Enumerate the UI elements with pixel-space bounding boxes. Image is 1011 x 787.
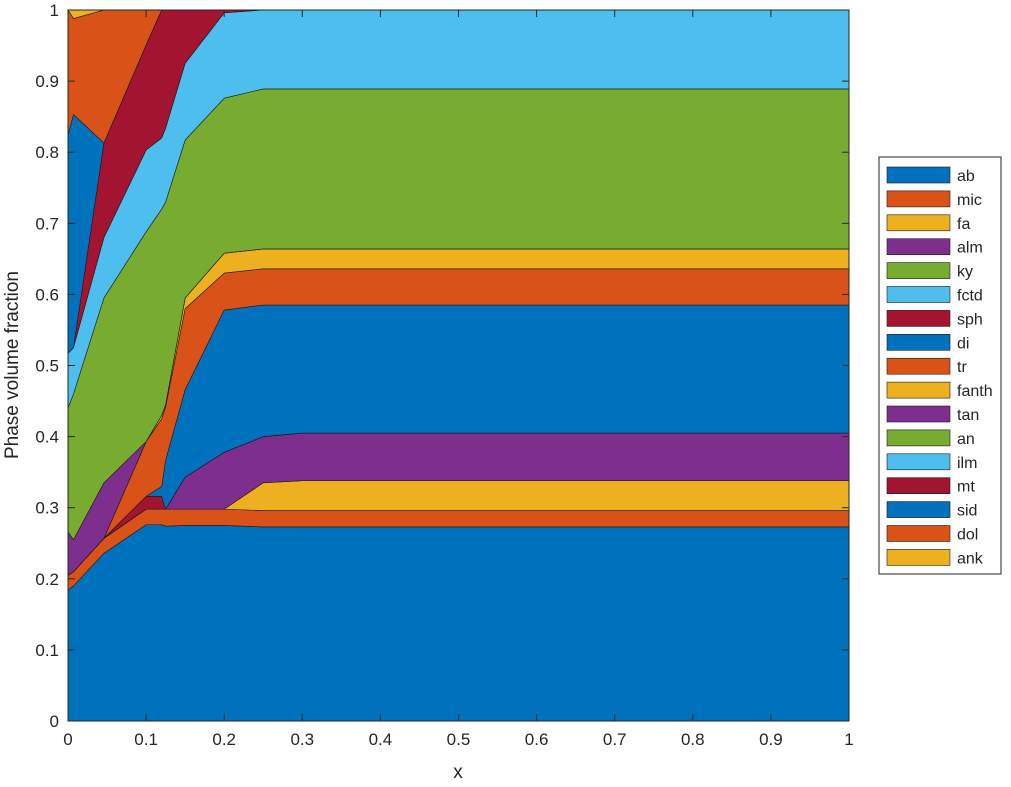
- legend-item-fa: fa: [886, 214, 970, 233]
- legend-item-tan: tan: [886, 405, 979, 424]
- legend-item-fctd: fctd: [886, 286, 983, 305]
- legend-item-ilm: ilm: [886, 453, 977, 472]
- y-axis-label: Phase volume fraction: [2, 271, 23, 459]
- legend-swatch: [886, 357, 951, 375]
- legend-swatch: [886, 333, 951, 351]
- legend-swatch: [886, 238, 951, 255]
- legend-label: ilm: [957, 455, 977, 472]
- x-axis: 0 0.1 0.2 0.3 0.4 0.5 0.6 0.7 0.8 0.9 1: [63, 10, 854, 749]
- legend-swatch: [886, 262, 951, 279]
- legend-swatch: [886, 286, 951, 303]
- legend-item-mt: mt: [886, 477, 975, 496]
- x-tick-label: 0: [63, 730, 72, 749]
- legend-label: mt: [957, 479, 975, 496]
- legend-swatch: [886, 405, 951, 423]
- y-tick-label: 0.5: [35, 357, 59, 376]
- legend-item-ank: ank: [886, 549, 984, 567]
- area-ab: [67, 524, 850, 722]
- legend-item-ab: ab: [886, 166, 975, 185]
- legend-label: ky: [957, 264, 973, 281]
- x-tick-label: 0.1: [134, 730, 158, 749]
- x-tick-label: 1: [844, 730, 853, 749]
- legend-label: di: [957, 335, 969, 352]
- legend-label: tan: [957, 407, 979, 424]
- x-tick-label: 0.6: [525, 730, 549, 749]
- legend: ab mic fa alm ky fctd sph di tr fanth tan an ilm mt si…: [878, 156, 1002, 575]
- legend-label: mic: [957, 192, 982, 209]
- x-tick-label: 0.9: [759, 730, 783, 749]
- legend-swatch: [886, 429, 951, 447]
- y-tick-label: 0.6: [35, 285, 59, 304]
- legend-item-alm: alm: [886, 238, 983, 257]
- legend-label: fa: [957, 216, 970, 233]
- legend-label: ab: [957, 168, 975, 185]
- legend-swatch: [886, 525, 951, 542]
- legend-label: fctd: [957, 288, 983, 305]
- x-tick-label: 0.2: [212, 730, 236, 749]
- legend-label: fanth: [957, 383, 993, 400]
- legend-item-ky: ky: [886, 262, 973, 281]
- y-axis: 0 0.1 0.2 0.3 0.4 0.5 0.6 0.7 0.8 0.9 1: [35, 1, 849, 731]
- y-tick-label: 0.9: [35, 72, 59, 91]
- x-axis-label: x: [453, 762, 463, 782]
- y-tick-label: 0.4: [35, 428, 59, 447]
- area-layers: [67, 9, 850, 722]
- x-tick-label: 0.7: [603, 730, 627, 749]
- legend-label: an: [957, 431, 975, 448]
- y-tick-label: 0.2: [35, 570, 59, 589]
- legend-label: dol: [957, 527, 978, 544]
- legend-swatch: [886, 477, 951, 495]
- x-tick-label: 0.4: [369, 730, 393, 749]
- y-tick-label: 0.8: [35, 143, 59, 162]
- legend-label: ank: [957, 550, 984, 567]
- legend-item-fanth: fanth: [886, 381, 993, 400]
- legend-item-di: di: [886, 333, 969, 352]
- legend-item-mic: mic: [886, 190, 982, 209]
- legend-item-an: an: [886, 429, 975, 448]
- legend-label: alm: [957, 240, 983, 257]
- legend-swatch: [886, 166, 951, 184]
- legend-swatch: [886, 214, 951, 232]
- legend-label: sid: [957, 503, 977, 520]
- legend-swatch: [886, 381, 951, 399]
- y-tick-label: 1: [50, 1, 59, 20]
- x-tick-label: 0.3: [290, 730, 314, 749]
- legend-swatch: [886, 549, 951, 566]
- legend-item-dol: dol: [886, 525, 978, 544]
- legend-swatch: [886, 190, 951, 208]
- legend-swatch: [886, 310, 951, 327]
- legend-item-tr: tr: [886, 357, 967, 376]
- x-tick-label: 0.8: [681, 730, 705, 749]
- legend-swatch: [886, 501, 951, 518]
- y-tick-label: 0.7: [35, 214, 59, 233]
- y-tick-label: 0.1: [35, 641, 59, 660]
- y-tick-label: 0.3: [35, 499, 59, 518]
- x-tick-label: 0.5: [447, 730, 471, 749]
- legend-item-sph: sph: [886, 310, 983, 328]
- legend-label: sph: [957, 311, 983, 328]
- legend-item-sid: sid: [886, 501, 977, 520]
- legend-swatch: [886, 453, 951, 471]
- legend-label: tr: [957, 359, 967, 376]
- y-tick-label: 0: [50, 712, 59, 731]
